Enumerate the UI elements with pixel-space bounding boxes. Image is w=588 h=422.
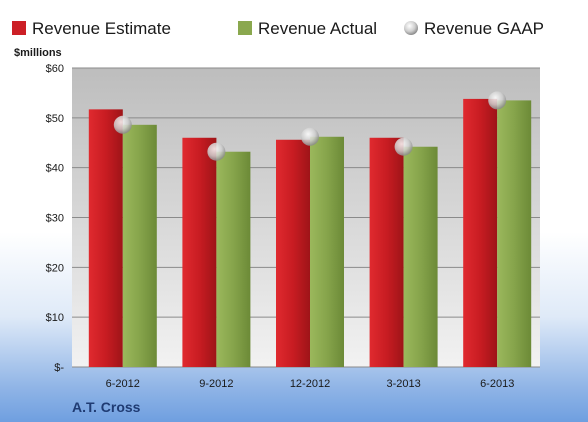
x-tick-label: 3-2013 [386,378,420,390]
bar-revenue-estimate [182,137,217,367]
x-tick-label: 9-2012 [199,378,233,390]
gaap-marker [394,137,413,156]
legend-label: Revenue Estimate [32,19,171,38]
legend-swatch [238,21,252,35]
bar-revenue-actual [497,100,532,368]
y-tick-label: $20 [46,262,64,274]
bar-revenue-estimate [463,98,498,367]
gaap-marker [113,115,132,134]
bar-revenue-estimate [369,137,404,367]
company-name: A.T. Cross [72,399,141,415]
bar-revenue-actual [216,151,251,367]
x-tick-label: 6-2012 [106,378,140,390]
bar-revenue-actual [310,136,344,367]
legend-label: Revenue GAAP [424,19,544,38]
gaap-marker [207,142,226,161]
y-tick-label: $- [54,362,64,374]
y-tick-label: $50 [46,113,64,125]
gaap-marker [301,127,319,146]
x-tick-label: 6-2013 [480,378,514,390]
y-tick-label: $10 [46,312,64,324]
gaap-marker [488,91,507,110]
legend: Revenue Estimate Revenue Actual Revenue GA… [12,19,544,38]
y-tick-labels: $- $10 $20 $30 $40 $50 $60 [46,63,65,374]
y-tick-label: $60 [46,63,64,75]
bars [88,98,532,368]
bar-revenue-actual [122,124,157,367]
bar-revenue-estimate [276,139,310,367]
x-tick-label: 12-2012 [290,378,330,390]
y-tick-label: $40 [46,163,64,175]
legend-swatch [404,21,418,35]
bar-revenue-estimate [88,109,123,367]
y-axis-label: $millions [14,47,62,59]
y-tick-label: $30 [46,213,64,225]
gaap-markers [113,91,507,161]
bar-revenue-actual [403,146,438,367]
legend-label: Revenue Actual [258,19,377,38]
legend-swatch [12,21,26,35]
x-tick-labels: 6-2012 9-2012 12-2012 3-2013 6-2013 [106,378,515,390]
